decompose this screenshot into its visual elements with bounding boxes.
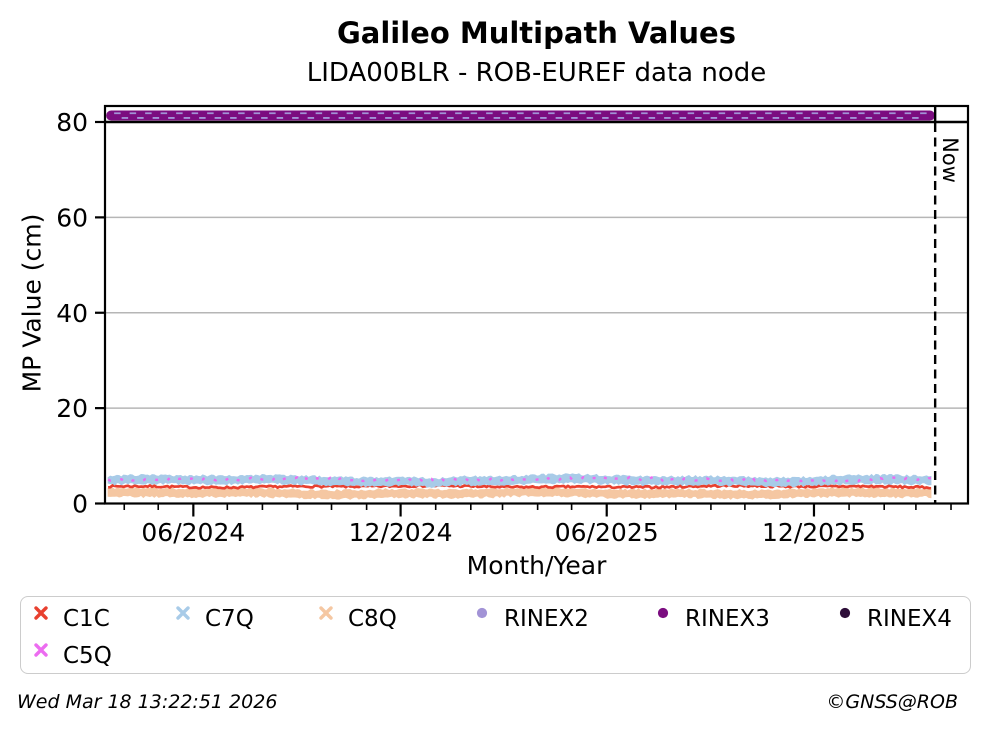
dot-marker-icon: [475, 607, 491, 627]
legend-item-rinex4: RINEX4: [838, 606, 952, 632]
legend-item-rinex3: RINEX3: [656, 606, 770, 632]
axes-frame: [103, 104, 970, 505]
y-axis-label: MP Value (cm): [17, 213, 47, 393]
credit-text: ©GNSS@ROB: [826, 691, 958, 713]
y-tick-label: 80: [56, 108, 88, 137]
x-marker-icon: [319, 606, 335, 627]
series-c8q: [107, 486, 932, 500]
chart-subtitle: LIDA00BLR - ROB-EUREF data node: [306, 58, 767, 88]
now-label: Now: [938, 137, 962, 183]
x-tick-label: 12/2024: [349, 518, 453, 547]
dot-marker-icon: [656, 607, 672, 627]
legend-label-rinex2: RINEX2: [504, 606, 589, 632]
legend-label-c1c: C1C: [63, 606, 110, 632]
legend-item-c5q: C5Q: [34, 643, 112, 669]
x-marker-icon: [176, 606, 192, 627]
legend-label-rinex4: RINEX4: [867, 606, 952, 632]
legend-label-rinex3: RINEX3: [685, 606, 770, 632]
y-tick-label: 0: [72, 490, 88, 519]
x-tick-label: 12/2025: [762, 518, 866, 547]
legend-label-c7q: C7Q: [205, 606, 254, 632]
plot-timestamp: Wed Mar 18 13:22:51 2026: [17, 691, 278, 713]
legend-item-c8q: C8Q: [319, 606, 397, 632]
x-tick-label: 06/2024: [141, 518, 245, 547]
x-axis-label: Month/Year: [466, 551, 607, 580]
y-tick-label: 40: [56, 299, 88, 328]
y-tick-label: 20: [56, 394, 88, 423]
legend-item-rinex2: RINEX2: [475, 606, 589, 632]
chart-title: Galileo Multipath Values: [336, 16, 736, 50]
series-c7q: [107, 473, 932, 489]
legend-label-c5q: C5Q: [63, 643, 112, 669]
legend-box: C1C C7Q C8Q RINEX2 RINEX3 RINEX4 C5Q: [20, 596, 971, 674]
legend-item-c7q: C7Q: [176, 606, 254, 632]
legend-label-c8q: C8Q: [348, 606, 397, 632]
x-marker-icon: [34, 606, 50, 627]
x-marker-icon: [34, 643, 50, 664]
y-tick-label: 60: [56, 203, 88, 232]
x-tick-label: 06/2025: [555, 518, 659, 547]
legend-item-c1c: C1C: [34, 606, 110, 632]
dot-marker-icon: [838, 607, 854, 627]
